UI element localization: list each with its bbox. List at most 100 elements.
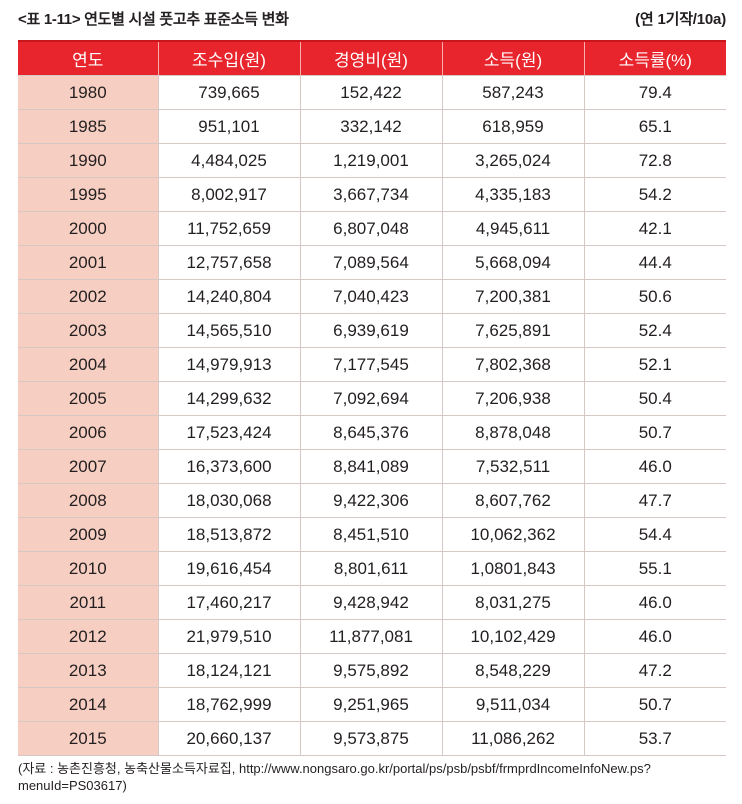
cell-income: 7,802,368	[441, 347, 584, 382]
table-row: 2007 16,373,600 8,841,089 7,532,511 46.0	[18, 449, 726, 484]
cell-year: 2005	[18, 381, 158, 416]
cell-income: 4,945,611	[441, 211, 584, 246]
header-operating-cost: 경영비(원)	[299, 40, 442, 76]
cell-income-rate: 50.7	[583, 687, 726, 722]
cell-operating-cost: 8,841,089	[299, 449, 442, 484]
cell-gross-income: 4,484,025	[157, 143, 300, 178]
cell-year: 2014	[18, 687, 158, 722]
cell-income-rate: 50.7	[583, 415, 726, 450]
cell-gross-income: 14,565,510	[157, 313, 300, 348]
cell-year: 2004	[18, 347, 158, 382]
cell-year: 1995	[18, 177, 158, 212]
cell-income-rate: 47.2	[583, 653, 726, 688]
cell-income-rate: 52.4	[583, 313, 726, 348]
cell-income: 7,206,938	[441, 381, 584, 416]
table-row: 2006 17,523,424 8,645,376 8,878,048 50.7	[18, 415, 726, 450]
cell-income: 4,335,183	[441, 177, 584, 212]
cell-year: 2011	[18, 585, 158, 620]
cell-operating-cost: 7,092,694	[299, 381, 442, 416]
cell-operating-cost: 9,573,875	[299, 721, 442, 756]
cell-gross-income: 19,616,454	[157, 551, 300, 586]
table-body: 1980 739,665 152,422 587,243 79.4 1985 951,101…	[18, 75, 726, 756]
cell-gross-income: 8,002,917	[157, 177, 300, 212]
cell-income-rate: 50.4	[583, 381, 726, 416]
cell-income: 11,086,262	[441, 721, 584, 756]
cell-income-rate: 65.1	[583, 109, 726, 144]
cell-income-rate: 72.8	[583, 143, 726, 178]
table-row: 1980 739,665 152,422 587,243 79.4	[18, 75, 726, 110]
cell-year: 2012	[18, 619, 158, 654]
cell-income: 5,668,094	[441, 245, 584, 280]
cell-year: 2001	[18, 245, 158, 280]
table-title: <표 1-11> 연도별 시설 풋고추 표준소득 변화	[18, 10, 289, 28]
cell-income-rate: 46.0	[583, 619, 726, 654]
cell-income: 9,511,034	[441, 687, 584, 722]
cell-income: 1,0801,843	[441, 551, 584, 586]
table-row: 2011 17,460,217 9,428,942 8,031,275 46.0	[18, 585, 726, 620]
cell-operating-cost: 7,089,564	[299, 245, 442, 280]
cell-income-rate: 79.4	[583, 75, 726, 110]
cell-gross-income: 18,513,872	[157, 517, 300, 552]
cell-operating-cost: 9,251,965	[299, 687, 442, 722]
cell-operating-cost: 6,939,619	[299, 313, 442, 348]
cell-operating-cost: 152,422	[299, 75, 442, 110]
cell-gross-income: 14,240,804	[157, 279, 300, 314]
cell-income-rate: 54.4	[583, 517, 726, 552]
cell-gross-income: 14,299,632	[157, 381, 300, 416]
cell-operating-cost: 8,645,376	[299, 415, 442, 450]
cell-income: 7,532,511	[441, 449, 584, 484]
cell-gross-income: 17,523,424	[157, 415, 300, 450]
cell-income: 8,607,762	[441, 483, 584, 518]
cell-operating-cost: 7,040,423	[299, 279, 442, 314]
table-row: 2000 11,752,659 6,807,048 4,945,611 42.1	[18, 211, 726, 246]
table-row: 1995 8,002,917 3,667,734 4,335,183 54.2	[18, 177, 726, 212]
table-row: 2003 14,565,510 6,939,619 7,625,891 52.4	[18, 313, 726, 348]
header-row: 연도 조수입(원) 경영비(원) 소득(원) 소득률(%)	[18, 40, 726, 76]
cell-gross-income: 739,665	[157, 75, 300, 110]
cell-year: 2013	[18, 653, 158, 688]
cell-income: 587,243	[441, 75, 584, 110]
cell-year: 1990	[18, 143, 158, 178]
cell-operating-cost: 11,877,081	[299, 619, 442, 654]
cell-gross-income: 951,101	[157, 109, 300, 144]
cell-income-rate: 50.6	[583, 279, 726, 314]
cell-year: 2008	[18, 483, 158, 518]
cell-income: 10,102,429	[441, 619, 584, 654]
cell-gross-income: 14,979,913	[157, 347, 300, 382]
table-caption: <표 1-11> 연도별 시설 풋고추 표준소득 변화 (연 1기작/10a)	[18, 6, 726, 30]
table-row: 2014 18,762,999 9,251,965 9,511,034 50.7	[18, 687, 726, 722]
header-income-rate: 소득률(%)	[583, 40, 726, 76]
cell-gross-income: 12,757,658	[157, 245, 300, 280]
cell-gross-income: 18,124,121	[157, 653, 300, 688]
cell-income: 8,548,229	[441, 653, 584, 688]
cell-year: 2003	[18, 313, 158, 348]
table-row: 2009 18,513,872 8,451,510 10,062,362 54.4	[18, 517, 726, 552]
cell-income: 3,265,024	[441, 143, 584, 178]
cell-income-rate: 52.1	[583, 347, 726, 382]
cell-year: 2000	[18, 211, 158, 246]
cell-operating-cost: 8,451,510	[299, 517, 442, 552]
cell-gross-income: 17,460,217	[157, 585, 300, 620]
cell-year: 2007	[18, 449, 158, 484]
cell-year: 2009	[18, 517, 158, 552]
table-row: 1990 4,484,025 1,219,001 3,265,024 72.8	[18, 143, 726, 178]
cell-operating-cost: 1,219,001	[299, 143, 442, 178]
header-gross-income: 조수입(원)	[157, 40, 300, 76]
cell-year: 2010	[18, 551, 158, 586]
cell-income-rate: 44.4	[583, 245, 726, 280]
table-row: 2004 14,979,913 7,177,545 7,802,368 52.1	[18, 347, 726, 382]
table-row: 2002 14,240,804 7,040,423 7,200,381 50.6	[18, 279, 726, 314]
cell-gross-income: 21,979,510	[157, 619, 300, 654]
cell-year: 2015	[18, 721, 158, 756]
source-note: (자료 : 농촌진흥청, 농축산물소득자료집, http://www.nongs…	[18, 761, 651, 793]
income-table: 연도 조수입(원) 경영비(원) 소득(원) 소득률(%) 1980 739,66…	[18, 40, 726, 756]
cell-income-rate: 46.0	[583, 449, 726, 484]
cell-gross-income: 18,762,999	[157, 687, 300, 722]
cell-income: 8,031,275	[441, 585, 584, 620]
table-row: 2010 19,616,454 8,801,611 1,0801,843 55.1	[18, 551, 726, 586]
table-row: 2015 20,660,137 9,573,875 11,086,262 53.7	[18, 721, 726, 756]
cell-year: 2006	[18, 415, 158, 450]
table-row: 2005 14,299,632 7,092,694 7,206,938 50.4	[18, 381, 726, 416]
cell-income: 7,625,891	[441, 313, 584, 348]
cell-income: 618,959	[441, 109, 584, 144]
